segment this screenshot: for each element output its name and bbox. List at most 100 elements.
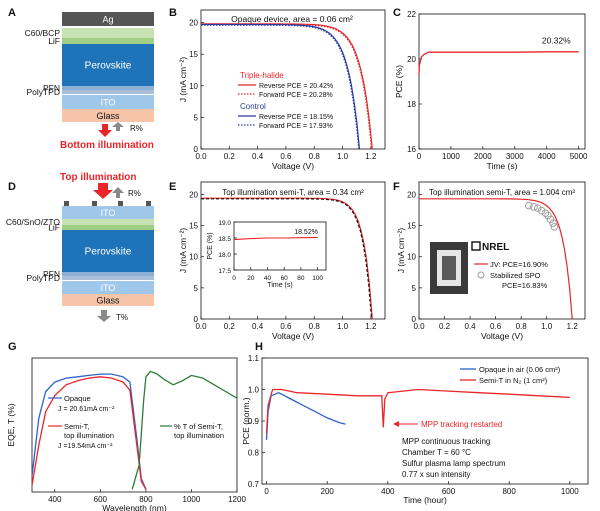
y-tick-label: 0.8 — [248, 449, 260, 458]
legend-entry: Reverse PCE = 18.15% — [259, 114, 333, 121]
x-tick-label: 0.4 — [252, 152, 264, 161]
y-tick-label: 10 — [407, 253, 416, 262]
reflection-arrow — [112, 187, 124, 198]
y-axis-label: PCE (norm.) — [241, 397, 251, 444]
x-tick-label: 0.4 — [252, 322, 264, 331]
x-axis-label: Wavelength (nm) — [102, 503, 167, 511]
y-tick-label: 20 — [407, 55, 416, 64]
annotation: J = 20.61mA cm⁻² — [58, 406, 115, 413]
spo-point — [546, 215, 555, 224]
chart-title: Opaque device, area = 0.06 cm² — [231, 14, 353, 24]
y-tick-label: 20 — [189, 19, 198, 28]
layer-label: PFN — [43, 83, 60, 93]
illumination-label: Bottom illumination — [60, 140, 154, 151]
x-tick-label: 1.0 — [337, 152, 349, 161]
layer-label: ITO — [101, 98, 116, 108]
legend-entry: Stabilized SPO — [490, 271, 541, 280]
x-tick-label: 800 — [139, 495, 153, 504]
legend-entry: Semi-T in N₂ (1 cm²) — [479, 376, 548, 385]
layer-label: LiF — [48, 36, 60, 46]
note-line: Sulfur plasma lamp spectrum — [402, 459, 506, 468]
x-tick-label: 400 — [381, 487, 395, 496]
note-line: Chamber T = 60 °C — [402, 448, 471, 457]
x-tick-label: 3000 — [506, 152, 524, 161]
x-tick-label: 1000 — [561, 487, 579, 496]
layer-label: C60/BCP — [25, 28, 61, 38]
layer-glass — [62, 109, 154, 122]
chart-E-inset: 0 20 40 60 80 100 17.5 18.0 18.5 19.0 18.52% Time (… — [207, 220, 327, 289]
transmission-label: T% — [116, 313, 128, 322]
y-tick-label: 15 — [407, 222, 416, 231]
y-tick-label: 0 — [412, 315, 417, 324]
x-tick-label: 0 — [232, 275, 236, 282]
layer-label: Glass — [96, 111, 120, 121]
illumination-arrow — [93, 183, 113, 199]
x-axis-label: Voltage (V) — [272, 161, 314, 171]
chart-H: 0 200 400 600 800 1000 0.7 0.8 0.9 1.0 1.1 Time (ho… — [241, 354, 589, 505]
device-photo-window — [442, 256, 456, 280]
note-line: MPP continuous tracking — [402, 437, 490, 446]
spo-point — [549, 219, 557, 227]
x-axis-label: Voltage (V) — [481, 331, 523, 341]
reflection-label: R% — [128, 189, 141, 198]
x-tick-label: 400 — [48, 495, 62, 504]
inset-x-label: Time (s) — [267, 282, 292, 289]
y-tick-label: 5 — [412, 284, 417, 293]
x-tick-label: 0.0 — [413, 322, 425, 331]
x-tick-label: 600 — [442, 487, 456, 496]
chart-title: Top illumination semi-T, area = 1.004 cm… — [429, 188, 575, 197]
panel-letter-B: B — [169, 7, 177, 19]
layer-label: LiF — [48, 223, 60, 233]
y-tick-label: 5 — [194, 284, 199, 293]
x-tick-label: 1000 — [442, 152, 460, 161]
x-tick-label: 1000 — [183, 495, 201, 504]
panel-letter-F: F — [393, 181, 400, 193]
y-tick-label: 22 — [407, 10, 416, 19]
legend-swatch-circle — [477, 271, 485, 279]
annotation: 20.32% — [542, 35, 571, 45]
jv-curve — [201, 23, 361, 150]
x-tick-label: 200 — [321, 487, 335, 496]
x-tick-label: 4000 — [538, 152, 556, 161]
layer-label: Perovskite — [85, 61, 132, 72]
x-tick-label: 0.0 — [195, 152, 207, 161]
x-tick-label: 0.6 — [490, 322, 502, 331]
inset-y-label: PCE (%) — [207, 232, 214, 259]
spo-point — [525, 201, 533, 210]
grid-finger — [92, 201, 97, 206]
y-tick-label: 17.5 — [218, 268, 231, 275]
legend-entry: % T of Semi-T, — [174, 422, 223, 431]
jv-curve — [419, 198, 573, 320]
chart-title: Top illumination semi-T, area = 0.34 cm² — [222, 188, 364, 197]
x-tick-label: 0.2 — [224, 152, 236, 161]
illumination-arrow — [98, 124, 112, 137]
legend-group-title: Control — [240, 102, 266, 111]
legend-entry: Opaque — [64, 394, 91, 403]
x-tick-label: 1.2 — [365, 152, 377, 161]
y-tick-label: 15 — [189, 222, 198, 231]
grid-finger — [146, 201, 151, 206]
x-tick-label: 0.2 — [439, 322, 451, 331]
layer-lif — [62, 38, 154, 44]
y-tick-label: 0.7 — [248, 480, 260, 489]
x-tick-label: 5000 — [570, 152, 588, 161]
panel-letter-E: E — [169, 181, 176, 193]
x-axis-label: Time (s) — [487, 161, 518, 171]
y-tick-label: 18.0 — [218, 252, 231, 259]
x-tick-label: 0.4 — [465, 322, 477, 331]
x-tick-label: 0 — [264, 487, 269, 496]
layer-pfn — [62, 272, 154, 276]
y-tick-label: 18.5 — [218, 236, 231, 243]
layer-label: Ag — [102, 15, 113, 25]
plot-frame — [233, 221, 327, 271]
reflection-label: R% — [130, 124, 143, 133]
layer-label: ITO — [101, 208, 116, 218]
x-tick-label: 1200 — [228, 495, 246, 504]
chart-B: 0.0 0.2 0.4 0.6 0.8 1.0 1.2 0 5 10 15 20 Opaque devi… — [178, 9, 386, 171]
legend-entry: Opaque in air (0.06 cm²) — [479, 365, 561, 374]
x-tick-label: 100 — [312, 275, 323, 282]
grid-finger — [118, 201, 123, 206]
x-tick-label: 0.0 — [195, 322, 207, 331]
